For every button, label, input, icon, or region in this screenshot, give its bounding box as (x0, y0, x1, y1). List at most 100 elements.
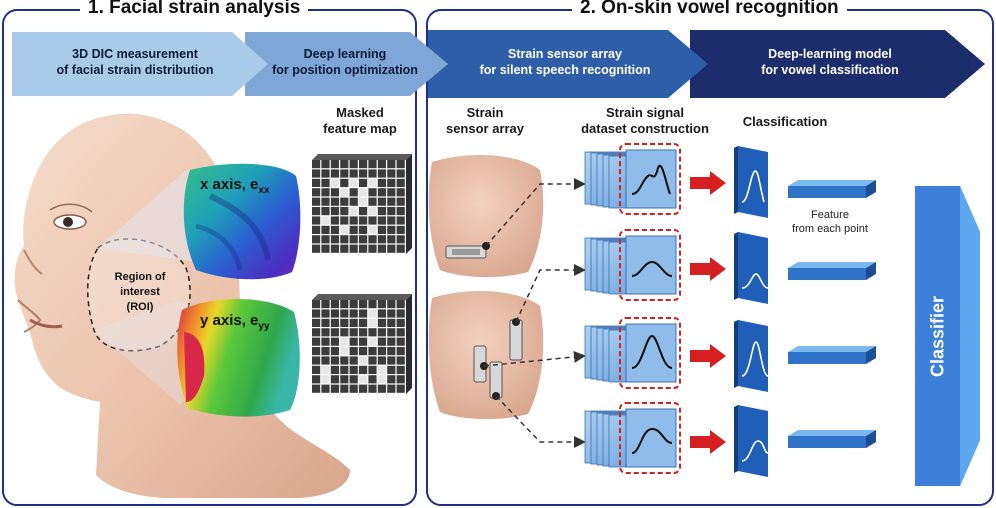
grid-cell (377, 337, 386, 346)
grid-cell (368, 347, 377, 356)
grid-cell (359, 328, 368, 337)
grid-cell-active (368, 337, 377, 346)
signal-curve (631, 260, 673, 277)
grid-cell (349, 328, 358, 337)
grid-cell (368, 197, 377, 206)
grid-cell (321, 328, 330, 337)
grid-cell (330, 309, 339, 318)
grid-cell (396, 169, 405, 178)
grid-cell (330, 318, 339, 327)
grid-cell (312, 300, 321, 309)
grid-cell (349, 347, 358, 356)
grid-cell (396, 309, 405, 318)
grid-cell (387, 160, 396, 169)
grid-cell (359, 384, 368, 393)
grid-cell (340, 169, 349, 178)
grid-cell (349, 337, 358, 346)
grid-cell (340, 216, 349, 225)
feature-bar (788, 262, 876, 280)
grid-cell-active (359, 356, 368, 365)
grid-cell (349, 375, 358, 384)
grid-cell (396, 365, 405, 374)
process-arrow-1 (12, 32, 268, 96)
grid-cell (330, 375, 339, 384)
grid-cell (368, 216, 377, 225)
grid-cell (349, 309, 358, 318)
grid-cell (377, 178, 386, 187)
grid-cell (387, 328, 396, 337)
grid-cell (330, 207, 339, 216)
grid-cell (387, 375, 396, 384)
bar-front (788, 186, 866, 198)
grid-cell (387, 178, 396, 187)
roi-label-line2: interest (120, 286, 160, 298)
grid-cell (396, 207, 405, 216)
panel-edge (734, 405, 738, 473)
grid-cell (321, 207, 330, 216)
grid-cell (368, 375, 377, 384)
grid-cell (312, 216, 321, 225)
grid-cell (387, 244, 396, 253)
grid-cell-active (359, 375, 368, 384)
grid-cell (396, 188, 405, 197)
grid-cell (340, 197, 349, 206)
grid-cell (321, 347, 330, 356)
selected-signal-highlight (619, 143, 681, 215)
grid-cell (340, 178, 349, 187)
grid-cell (312, 309, 321, 318)
x-axis-text: x axis, e (200, 176, 259, 193)
header-dataset: Strain signal dataset construction (560, 105, 730, 137)
grid-cell (359, 318, 368, 327)
feature-label-line1: Feature (811, 209, 849, 221)
signal-stack (584, 143, 681, 215)
bar-front (788, 268, 866, 280)
grid-cell (330, 356, 339, 365)
grid-cell (312, 244, 321, 253)
grid-cell (312, 197, 321, 206)
arrow-label-2-line1: Deep learning (303, 47, 387, 61)
signal-curve (631, 334, 673, 369)
process-arrow-3 (428, 30, 708, 98)
panel-face (738, 320, 768, 392)
grid-cell (349, 188, 358, 197)
header-masked-map: Masked feature map (305, 105, 415, 137)
grid-cell (396, 235, 405, 244)
signal-frame (625, 235, 677, 295)
grid-cell (330, 235, 339, 244)
red-arrow (690, 257, 726, 281)
grid-cell (387, 384, 396, 393)
connector-arrows (483, 178, 586, 448)
grid-cell (377, 160, 386, 169)
grid-cell (349, 160, 358, 169)
grid-cell (330, 328, 339, 337)
grid-cell (387, 318, 396, 327)
grid-cell (387, 347, 396, 356)
grid-cell (377, 328, 386, 337)
grid-cell-active (321, 365, 330, 374)
panel-edge (734, 320, 738, 388)
grid-cell (396, 216, 405, 225)
bar-side (866, 180, 876, 198)
grid-cell-active (321, 216, 330, 225)
grid-cell (377, 300, 386, 309)
grid-cell-active (377, 375, 386, 384)
grid-cell-active (340, 337, 349, 346)
grid-cell (321, 197, 330, 206)
grid-cell (321, 244, 330, 253)
y-axis-subscript: yy (258, 321, 270, 332)
signal-frame (625, 408, 677, 468)
red-arrow (690, 344, 726, 368)
panel-curve (741, 440, 769, 462)
signal-curve (631, 164, 671, 195)
grid-cell (359, 309, 368, 318)
bar-top (788, 262, 876, 268)
masked-feature-map-1 (312, 154, 412, 254)
grid-cell (349, 300, 358, 309)
sensor-skin-patch-1 (428, 155, 544, 278)
grid-cell-active (368, 225, 377, 234)
grid-cell (359, 169, 368, 178)
header-masked-map-line2: feature map (323, 121, 397, 136)
grid-cell (330, 160, 339, 169)
grid-cell (321, 225, 330, 234)
grid-cell (349, 225, 358, 234)
